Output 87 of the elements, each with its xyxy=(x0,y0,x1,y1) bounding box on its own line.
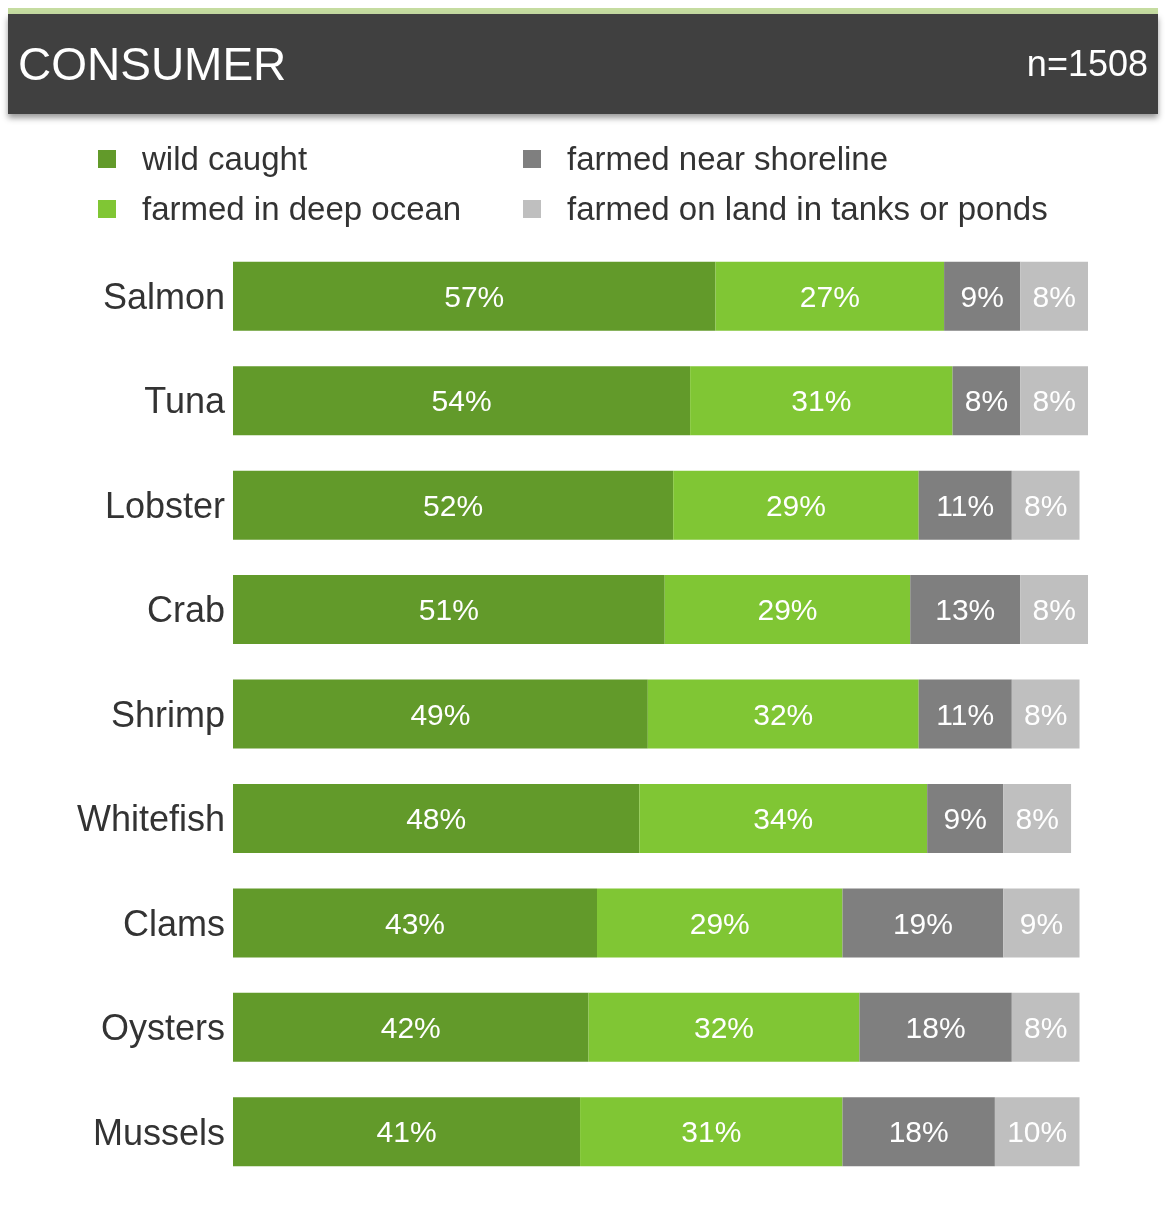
bar xyxy=(1003,888,1080,958)
bar xyxy=(690,366,953,436)
bar xyxy=(715,261,945,331)
data-label: 8% xyxy=(1023,488,1068,522)
data-label: 18% xyxy=(888,1115,949,1149)
bar xyxy=(859,992,1012,1062)
bar xyxy=(639,783,928,853)
data-label: 41% xyxy=(376,1115,437,1149)
bar xyxy=(233,888,598,958)
bar xyxy=(952,366,1021,436)
bar xyxy=(580,1097,843,1167)
bar xyxy=(1011,992,1080,1062)
bar xyxy=(233,679,648,749)
bar xyxy=(994,1097,1080,1167)
data-label: 52% xyxy=(423,488,484,522)
data-label: 19% xyxy=(892,906,953,940)
y-tick-label: Mussels xyxy=(92,1111,225,1153)
data-label: 10% xyxy=(1007,1115,1068,1149)
data-label: 51% xyxy=(418,593,479,627)
y-tick-label: Tuna xyxy=(144,380,226,422)
data-label: 8% xyxy=(964,384,1009,418)
bar xyxy=(647,679,919,749)
data-label: 9% xyxy=(960,279,1004,313)
y-tick-label: Crab xyxy=(146,589,225,631)
data-label: 8% xyxy=(1023,1011,1068,1045)
data-label: 34% xyxy=(753,802,814,836)
bar xyxy=(1020,575,1088,645)
data-label: 8% xyxy=(1015,802,1059,836)
data-label: 27% xyxy=(799,279,860,313)
data-label: 43% xyxy=(384,906,446,940)
y-tick-label: Whitefish xyxy=(76,798,225,840)
bar xyxy=(233,575,665,645)
bar xyxy=(597,888,843,958)
data-label: 32% xyxy=(693,1011,755,1045)
data-label: 8% xyxy=(1023,697,1068,731)
bar xyxy=(1020,261,1088,331)
bar xyxy=(1011,470,1080,540)
data-label: 29% xyxy=(757,593,818,627)
bar xyxy=(673,470,919,540)
bar xyxy=(842,888,1004,958)
bar xyxy=(910,575,1021,645)
bar xyxy=(233,470,674,540)
legend-label: wild caught xyxy=(142,140,308,178)
bar xyxy=(233,783,640,853)
bar xyxy=(1020,366,1088,436)
data-label: 11% xyxy=(936,488,995,522)
data-label: 42% xyxy=(380,1011,441,1045)
legend-label: farmed in deep ocean xyxy=(142,190,462,228)
y-tick-label: Oysters xyxy=(100,1007,225,1049)
bar xyxy=(233,261,716,331)
data-label: 29% xyxy=(689,906,750,940)
bar xyxy=(944,261,1021,331)
bar xyxy=(1011,679,1080,749)
bar xyxy=(842,1097,995,1167)
chart-title: CONSUMER xyxy=(18,37,287,91)
data-label: 31% xyxy=(681,1115,742,1149)
bar xyxy=(233,992,589,1062)
data-label: 8% xyxy=(1032,279,1076,313)
data-label: 32% xyxy=(753,697,814,731)
data-label: 54% xyxy=(431,384,492,418)
data-label: 11% xyxy=(936,697,995,731)
y-tick-label: Shrimp xyxy=(110,693,225,735)
y-tick-label: Clams xyxy=(122,902,225,944)
bar xyxy=(1003,783,1072,853)
data-label: 48% xyxy=(406,802,467,836)
data-label: 8% xyxy=(1032,384,1076,418)
legend-label: farmed on land in tanks or ponds xyxy=(567,190,1048,228)
bar xyxy=(233,1097,581,1167)
bar xyxy=(588,992,860,1062)
bar xyxy=(233,366,691,436)
y-tick-label: Salmon xyxy=(102,276,225,317)
data-label: 49% xyxy=(410,697,471,731)
data-label: 57% xyxy=(444,279,505,313)
data-label: 8% xyxy=(1032,593,1076,627)
data-label: 18% xyxy=(905,1011,966,1045)
y-tick-label: Lobster xyxy=(104,484,226,526)
bar xyxy=(664,575,911,645)
bar xyxy=(927,783,1004,853)
chart-subtitle: n=1508 xyxy=(1026,43,1148,85)
bar xyxy=(918,679,1012,749)
bar xyxy=(918,470,1012,540)
legend-label: farmed near shoreline xyxy=(567,140,889,178)
data-label: 9% xyxy=(1019,906,1064,940)
data-label: 31% xyxy=(791,384,852,418)
data-label: 29% xyxy=(765,488,826,522)
data-label: 13% xyxy=(935,593,996,627)
data-label: 9% xyxy=(943,802,987,836)
